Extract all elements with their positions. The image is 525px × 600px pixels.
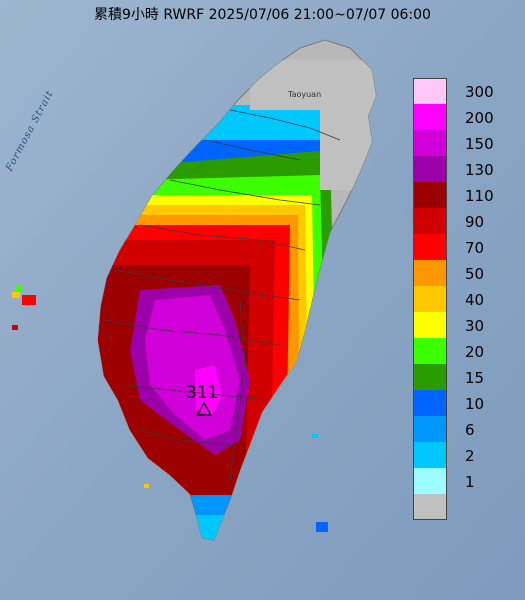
legend-label: 90	[465, 213, 485, 231]
legend-swatch	[413, 104, 447, 130]
legend-swatch	[413, 130, 447, 156]
legend-row: 15	[413, 364, 521, 390]
legend-row: 130	[413, 156, 521, 182]
legend-row: 6	[413, 416, 521, 442]
county-boundaries	[104, 109, 341, 481]
legend-row: 50	[413, 260, 521, 286]
legend-label: 20	[465, 343, 485, 361]
map-title: 累積9小時 RWRF 2025/07/06 21:00~07/07 06:00	[94, 7, 431, 23]
legend-label: 15	[465, 369, 485, 387]
legend-row: 150	[413, 130, 521, 156]
legend-label: 70	[465, 239, 485, 257]
legend-label: 300	[465, 83, 494, 101]
legend-label: 1	[465, 473, 475, 491]
legend-label: 6	[465, 421, 475, 439]
legend-row: 10	[413, 390, 521, 416]
legend-swatch	[413, 156, 447, 182]
legend-row: 200	[413, 104, 521, 130]
legend-swatch	[413, 338, 447, 364]
offshore-islands	[12, 285, 328, 532]
legend-label: 10	[465, 395, 485, 413]
legend-row: 90	[413, 208, 521, 234]
legend-swatch	[413, 182, 447, 208]
legend-row: 110	[413, 182, 521, 208]
legend-row: 20	[413, 338, 521, 364]
legend-row: 1	[413, 468, 521, 494]
legend-label: 30	[465, 317, 485, 335]
legend-swatch	[413, 78, 447, 104]
peak-rainfall-value: 311	[186, 383, 219, 403]
legend-label: 200	[465, 109, 494, 127]
legend-swatch	[413, 286, 447, 312]
legend-label: 2	[465, 447, 475, 465]
legend-row: 300	[413, 78, 521, 104]
legend-row	[413, 494, 521, 520]
legend-row: 70	[413, 234, 521, 260]
peak-marker-icon	[196, 402, 212, 416]
legend-swatch	[413, 364, 447, 390]
city-label: Taoyuan	[288, 90, 322, 99]
legend-row: 2	[413, 442, 521, 468]
legend-label: 130	[465, 161, 494, 179]
legend-swatch	[413, 234, 447, 260]
legend-swatch	[413, 442, 447, 468]
legend-swatch	[413, 390, 447, 416]
legend-label: 50	[465, 265, 485, 283]
legend-swatch	[413, 468, 447, 494]
legend-swatch	[413, 208, 447, 234]
legend-label: 40	[465, 291, 485, 309]
legend-label: 150	[465, 135, 494, 153]
legend-row: 30	[413, 312, 521, 338]
legend-swatch	[413, 312, 447, 338]
legend-swatch	[413, 260, 447, 286]
rainfall-legend: 300 200 150 130 110 90 70 50 40 30 20 15 10 6 2 1	[413, 78, 521, 520]
legend-swatch	[413, 416, 447, 442]
legend-label: 110	[465, 187, 494, 205]
legend-row: 40	[413, 286, 521, 312]
legend-swatch	[413, 494, 447, 520]
